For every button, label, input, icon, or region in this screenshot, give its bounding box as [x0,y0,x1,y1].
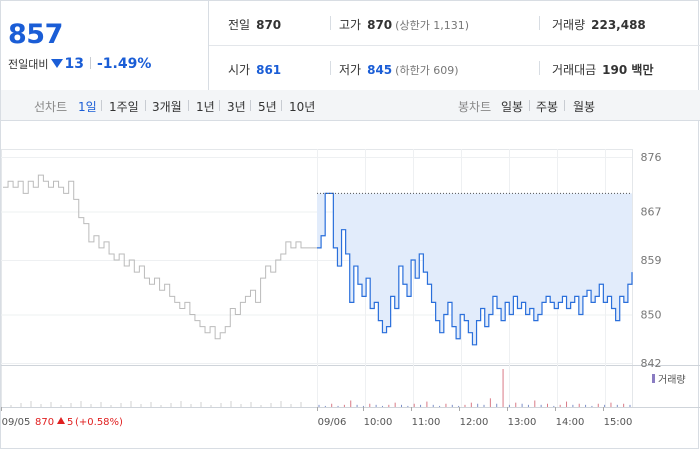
x-tick-label: 11:00 [412,417,441,428]
prev-close-value: 870 [256,18,282,32]
divider [219,100,220,111]
chart-toolbar: 선차트 1일 1주일 3개월 1년 3년 5년 10년 봉차트 일봉 주봉 월봉 [1,90,700,121]
period-5y[interactable]: 5년 [258,100,277,114]
prev-day-close: 870 [35,417,54,428]
series-area-today [317,193,632,345]
y-tick-label: 850 [641,309,662,322]
change-row: 전일대비 13 -1.49% [8,56,151,72]
divider [145,100,146,111]
divider [89,57,91,69]
candle-monthly[interactable]: 월봉 [573,100,596,114]
day-high-value: 870 [367,18,393,32]
x-tick-label: 09/06 [318,417,347,428]
period-3y[interactable]: 3년 [227,100,246,114]
volume-legend-swatch [652,374,655,383]
divider [188,100,189,111]
divider [250,100,251,111]
series-line-today [317,192,633,346]
open-label: 시가 [228,63,251,77]
change-value: 13 [64,56,84,72]
y-tick-label: 867 [641,206,662,219]
x-tick-label: 12:00 [460,417,489,428]
open-value: 861 [256,63,282,77]
day-high-label: 고가 [339,18,362,32]
x-tick-label: 14:00 [556,417,585,428]
grid-divider [209,45,700,46]
x-tick-label: 13:00 [508,417,537,428]
prev-close-label: 전일 [228,18,251,32]
price-summary: 857 전일대비 13 -1.49% 전일 870 고가 870 (상한가 1,131) … [1,1,700,91]
period-1d[interactable]: 1일 [78,100,97,114]
x-tick-label: 10:00 [364,417,393,428]
current-price: 857 [8,19,63,50]
trade-amount-label: 거래대금 [552,63,597,77]
day-low-value: 845 [367,63,393,77]
volume-value: 223,488 [591,18,646,32]
divider [101,100,102,111]
up-triangle-icon [57,417,65,424]
upper-limit: (상한가 1,131) [395,19,470,32]
prev-day-change: 5 [67,417,73,428]
period-1w[interactable]: 1주일 [109,100,139,114]
lower-limit: (하한가 609) [395,64,459,77]
candle-weekly[interactable]: 주봉 [536,100,559,114]
volume-legend-label: 거래량 [658,374,686,386]
divider [529,100,530,111]
divider [281,100,282,111]
candle-chart-label: 봉차트 [458,100,492,114]
trade-amount: 거래대금 190 백만 [552,61,653,78]
period-10y[interactable]: 10년 [289,100,316,114]
cell-divider [539,61,540,75]
x-tick-label: 09/05 [2,417,31,428]
day-high: 고가 870 (상한가 1,131) [339,16,469,33]
current-price-box: 857 전일대비 13 -1.49% [1,1,209,90]
period-3m[interactable]: 3개월 [152,100,182,114]
y-tick-label: 859 [641,254,662,267]
intraday-chart: 876 867 859 850 842 거래량 09/05 09/06 10:00 11:00 12… [1,149,700,428]
divider [564,100,565,111]
volume-label: 거래량 [552,18,586,32]
series-line-previous-day [3,174,317,340]
volume: 거래량 223,488 [552,16,646,33]
candle-daily[interactable]: 일봉 [501,100,524,114]
quote-grid: 전일 870 고가 870 (상한가 1,131) 거래량 223,488 시가 861 … [209,1,700,90]
trade-amount-value: 190 백만 [602,63,654,77]
line-chart-label: 선차트 [34,100,68,114]
day-low: 저가 845 (하한가 609) [339,61,459,78]
prev-close: 전일 870 [228,16,281,33]
change-label: 전일대비 [8,58,49,71]
x-tick-label: 15:00 [604,417,633,428]
change-percent: -1.49% [96,56,152,72]
prev-day-change-pct: (+0.58%) [75,417,123,428]
day-low-label: 저가 [339,63,362,77]
period-1y[interactable]: 1년 [196,100,215,114]
open-price: 시가 861 [228,61,281,78]
cell-divider [330,61,331,75]
cell-divider [539,16,540,30]
y-tick-label: 876 [641,151,662,164]
cell-divider [330,16,331,30]
y-tick-label: 842 [641,357,662,370]
down-triangle-icon [51,59,64,68]
